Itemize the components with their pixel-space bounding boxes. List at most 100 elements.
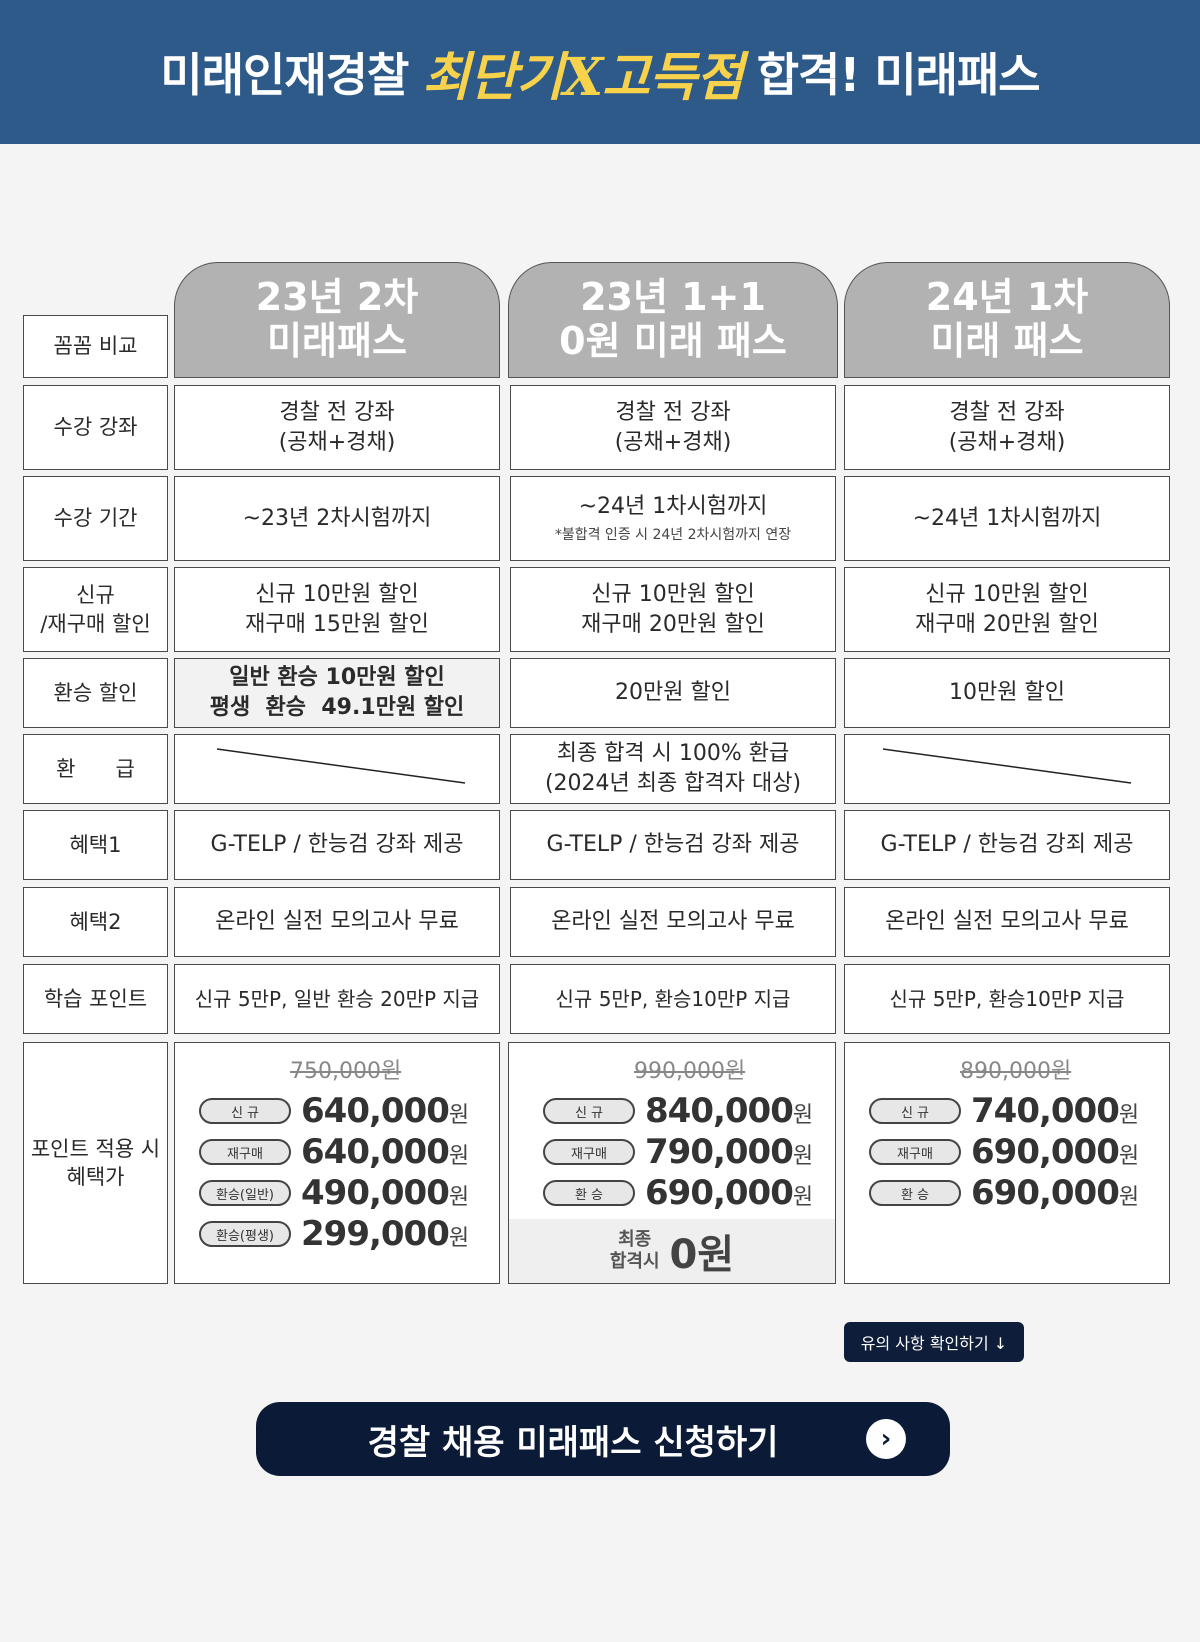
final-label-l1: 최종: [618, 1229, 652, 1251]
amount-value: 640,000: [301, 1091, 450, 1131]
price-row: 환 승 690,000원: [869, 1173, 1139, 1213]
row-label-benefit2: 혜택2: [23, 887, 168, 957]
cell-text: (공채+경채): [948, 429, 1066, 455]
won-unit: 원: [1118, 1103, 1139, 1128]
cell-benefit2-1: 온라인 실전 모의고사 무료: [174, 887, 500, 957]
cell-text: (공채+경채): [614, 429, 732, 455]
price-amount: 690,000원: [971, 1132, 1139, 1172]
amount-value: 840,000: [645, 1091, 794, 1131]
cell-text: 재구매 20만원 할인: [915, 611, 1099, 637]
cell-points-2: 신규 5만P, 환승10만P 지급: [510, 964, 836, 1034]
cell-text: ~24년 1차시험까지: [912, 505, 1102, 531]
row-label-benefit1-text: 혜택1: [69, 832, 122, 857]
column-header-3-line1: 24년 1차: [925, 275, 1089, 320]
amount-value: 690,000: [971, 1173, 1120, 1213]
row-label-course-text: 수강 강좌: [53, 415, 138, 440]
final-value: 0원: [669, 1232, 735, 1278]
price-tag: 재구매: [869, 1139, 961, 1165]
column-header-2-line1: 23년 1+1: [580, 275, 766, 320]
price-tag: 재구매: [543, 1139, 635, 1165]
cell-text: 20만원 할인: [615, 680, 731, 706]
cell-text: ~23년 2차시험까지: [242, 505, 432, 531]
cell-discount-3: 신규 10만원 할인 재구매 20만원 할인: [844, 567, 1170, 652]
row-label-period: 수강 기간: [23, 476, 168, 561]
cell-benefit1-2: G-TELP / 한능검 강좌 제공: [510, 810, 836, 880]
price-amount: 490,000원: [301, 1173, 469, 1213]
price-tag: 신 규: [869, 1098, 961, 1124]
price-row: 환승(평생) 299,000원: [199, 1214, 469, 1254]
price-amount: 790,000원: [645, 1132, 813, 1172]
cell-text: 경찰 전 강좌: [949, 399, 1065, 425]
cell-text: 재구매 15만원 할인: [245, 611, 429, 637]
cell-text: 일반 환승 10만원 할인: [229, 665, 445, 691]
original-price: 750,000원: [290, 1059, 402, 1084]
original-price: 890,000원: [960, 1059, 1072, 1084]
amount-value: 790,000: [645, 1132, 794, 1172]
won-unit: 원: [448, 1185, 469, 1210]
banner-text-1: 미래인재경찰: [160, 48, 409, 102]
column-header-2: 23년 1+1 0원 미래 패스: [508, 262, 838, 378]
row-label-price-l1: 포인트 적용 시: [30, 1136, 161, 1161]
notice-check-button[interactable]: 유의 사항 확인하기 ↓: [844, 1322, 1024, 1362]
column-header-2-line2: 0원 미래 패스: [559, 319, 787, 363]
final-label: 최종 합격시: [610, 1229, 660, 1272]
price-tag: 신 규: [199, 1098, 291, 1124]
cell-text: 평생 환승 49.1만원 할인: [209, 695, 465, 720]
price-tag: 환 승: [543, 1180, 635, 1206]
cell-refund-1: [174, 734, 500, 804]
cell-course-3: 경찰 전 강좌 (공채+경채): [844, 385, 1170, 470]
won-unit: 원: [448, 1144, 469, 1169]
notice-check-label: 유의 사항 확인하기 ↓: [860, 1334, 1008, 1353]
cell-period-1: ~23년 2차시험까지: [174, 476, 500, 561]
row-label-transfer-text: 환승 할인: [53, 680, 138, 705]
cell-text: (2024년 최종 합격자 대상): [544, 771, 802, 796]
price-tag: 환 승: [869, 1180, 961, 1206]
cell-text: 경찰 전 강좌: [279, 399, 395, 425]
cell-text: 신규 5만P, 환승10만P 지급: [555, 986, 791, 1011]
amount-value: 740,000: [971, 1091, 1120, 1131]
column-header-1-line1: 23년 2차: [255, 275, 419, 320]
amount-value: 640,000: [301, 1132, 450, 1172]
price-row: 재구매 790,000원: [543, 1132, 813, 1172]
price-amount: 840,000원: [645, 1091, 813, 1131]
price-tag: 신 규: [543, 1098, 635, 1124]
amount-value: 490,000: [301, 1173, 450, 1213]
row-label-discount-l1: 신규: [76, 583, 115, 608]
cell-benefit2-3: 온라인 실전 모의고사 무료: [844, 887, 1170, 957]
amount-value: 299,000: [301, 1214, 450, 1254]
corner-label-text: 꼼꼼 비교: [53, 334, 138, 359]
cell-text: G-TELP / 한능검 강좌 제공: [546, 832, 800, 858]
price-tag: 환승(평생): [199, 1221, 291, 1247]
original-price: 990,000원: [634, 1059, 746, 1084]
cell-text: 온라인 실전 모의고사 무료: [215, 909, 459, 935]
cell-benefit1-3: G-TELP / 한능검 강죄 제공: [844, 810, 1170, 880]
chevron-right-icon: ›: [866, 1419, 906, 1459]
amount-value: 690,000: [971, 1132, 1120, 1172]
price-amount: 640,000원: [301, 1091, 469, 1131]
row-label-refund: 환 급: [23, 734, 168, 804]
row-label-price-l2: 혜택가: [66, 1165, 125, 1189]
cell-points-3: 신규 5만P, 환승10만P 지급: [844, 964, 1170, 1034]
won-unit: 원: [448, 1226, 469, 1251]
row-label-price: 포인트 적용 시 혜택가: [23, 1042, 168, 1284]
cell-text: (공채+경채): [278, 429, 396, 455]
row-label-points: 학습 포인트: [23, 964, 168, 1034]
price-amount: 740,000원: [971, 1091, 1139, 1131]
cell-refund-2: 최종 합격 시 100% 환급 (2024년 최종 합격자 대상): [510, 734, 836, 804]
price-amount: 690,000원: [645, 1173, 813, 1213]
cell-text: 온라인 실전 모의고사 무료: [885, 909, 1129, 935]
cell-benefit1-1: G-TELP / 한능검 강좌 제공: [174, 810, 500, 880]
price-row: 신 규 740,000원: [869, 1091, 1139, 1131]
price-row: 환 승 690,000원: [543, 1173, 813, 1213]
price-row: 재구매 690,000원: [869, 1132, 1139, 1172]
cell-text: 경찰 전 강좌: [615, 399, 731, 425]
final-label-l2: 합격시: [609, 1251, 660, 1272]
cell-text: 신규 10만원 할인: [255, 581, 419, 607]
apply-button[interactable]: 경찰 채용 미래패스 신청하기 ›: [256, 1402, 950, 1476]
price-cell-1: 750,000원 신 규 640,000원 재구매 640,000원 환승(일반…: [174, 1042, 500, 1284]
row-label-benefit1: 혜택1: [23, 810, 168, 880]
row-label-refund-text: 환 급: [56, 756, 135, 781]
cell-text: 최종 합격 시 100% 환급: [556, 741, 790, 767]
price-tag: 재구매: [199, 1139, 291, 1165]
